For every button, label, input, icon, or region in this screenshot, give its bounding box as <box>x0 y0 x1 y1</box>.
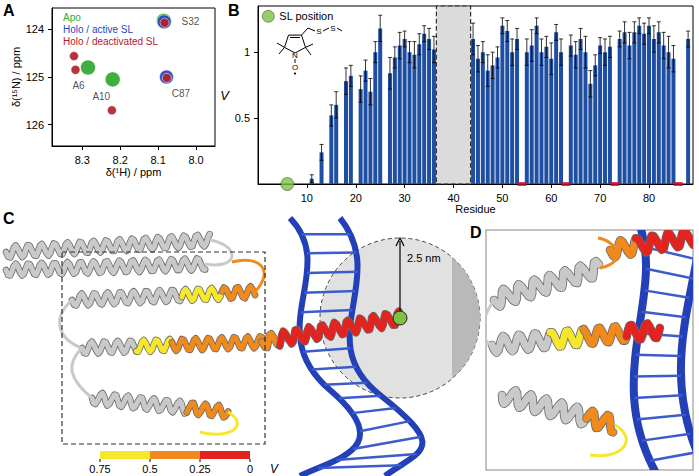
svg-text:20: 20 <box>350 192 362 204</box>
svg-text:V: V <box>220 88 230 103</box>
svg-text:N: N <box>292 51 298 60</box>
svg-text:124: 124 <box>26 23 44 35</box>
svg-text:δ(¹H) / ppm: δ(¹H) / ppm <box>106 166 162 178</box>
svg-text:D: D <box>470 224 482 241</box>
svg-text:40: 40 <box>447 192 459 204</box>
svg-text:SL position: SL position <box>279 10 333 22</box>
svg-text:O: O <box>292 63 298 72</box>
svg-text:8.1: 8.1 <box>150 154 165 166</box>
svg-text:8.2: 8.2 <box>113 154 128 166</box>
svg-text:1: 1 <box>244 46 250 58</box>
svg-text:C: C <box>3 210 15 227</box>
svg-text:2.5 nm: 2.5 nm <box>407 252 441 264</box>
svg-text:S: S <box>316 27 321 36</box>
svg-text:Holo / active SL: Holo / active SL <box>63 24 133 35</box>
svg-text:50: 50 <box>496 192 508 204</box>
svg-text:30: 30 <box>399 192 411 204</box>
svg-text:10: 10 <box>301 192 313 204</box>
svg-text:C87: C87 <box>172 88 191 99</box>
svg-text:Residue: Residue <box>455 203 495 215</box>
svg-text:Holo / deactivated SL: Holo / deactivated SL <box>63 36 158 47</box>
svg-text:80: 80 <box>643 192 655 204</box>
svg-text:Apo: Apo <box>63 12 81 23</box>
svg-text:70: 70 <box>594 192 606 204</box>
svg-text:0.5: 0.5 <box>142 463 157 475</box>
svg-text:A: A <box>3 2 15 19</box>
svg-text:S32: S32 <box>181 16 199 27</box>
svg-text:126: 126 <box>26 119 44 131</box>
svg-text:0.5: 0.5 <box>235 112 250 124</box>
svg-text:δ(¹⁵N) / ppm: δ(¹⁵N) / ppm <box>10 47 22 107</box>
svg-text:60: 60 <box>545 192 557 204</box>
svg-text:S: S <box>330 24 335 33</box>
svg-text:8.0: 8.0 <box>188 154 203 166</box>
svg-text:0: 0 <box>247 463 253 475</box>
svg-text:B: B <box>228 2 240 19</box>
svg-text:125: 125 <box>26 71 44 83</box>
svg-text:0.75: 0.75 <box>89 463 110 475</box>
svg-text:A6: A6 <box>72 80 85 91</box>
svg-text:8.3: 8.3 <box>75 154 90 166</box>
svg-text:0.25: 0.25 <box>189 463 210 475</box>
svg-text:V: V <box>270 462 279 476</box>
svg-text:A10: A10 <box>92 91 110 102</box>
